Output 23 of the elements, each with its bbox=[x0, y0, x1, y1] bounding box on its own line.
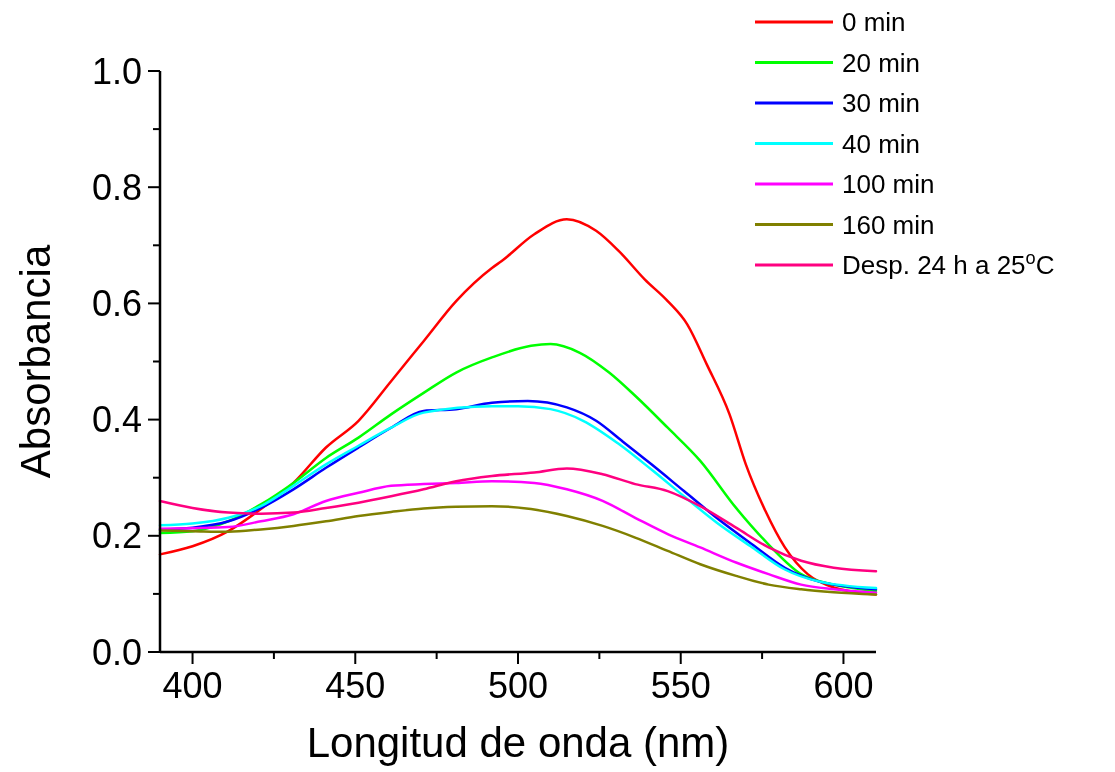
y-tick-label: 0.6 bbox=[91, 283, 142, 324]
legend-label: 20 min bbox=[842, 47, 921, 78]
legend-label: 100 min bbox=[842, 169, 935, 200]
legend-label: Desp. 24 h a 25$^{o}$C bbox=[842, 248, 1055, 281]
legend-label: 0 min bbox=[842, 7, 906, 38]
y-tick-label: 0.4 bbox=[91, 399, 142, 441]
x-tick-label: 550 bbox=[650, 665, 711, 706]
legend-label: 160 min bbox=[842, 209, 935, 240]
y-tick-label: 1.0 bbox=[91, 50, 142, 92]
y-axis-title: Absorbancia bbox=[12, 244, 59, 479]
y-tick-label: 0.2 bbox=[91, 515, 142, 557]
y-tick-label: 0.8 bbox=[91, 166, 142, 208]
x-tick-label: 600 bbox=[813, 665, 874, 706]
line-series bbox=[158, 504, 878, 596]
x-tick-label: 450 bbox=[325, 665, 386, 706]
x-axis-title: Longitud de onda (nm) bbox=[306, 719, 730, 766]
x-tick-label: 500 bbox=[487, 665, 549, 706]
x-tick-label: 400 bbox=[162, 665, 223, 706]
y-tick-label: 0.0 bbox=[91, 631, 142, 673]
legend-label: 30 min bbox=[842, 88, 921, 119]
legend-label: 40 min bbox=[842, 128, 921, 159]
line-series bbox=[158, 467, 878, 573]
line-series bbox=[158, 479, 878, 594]
